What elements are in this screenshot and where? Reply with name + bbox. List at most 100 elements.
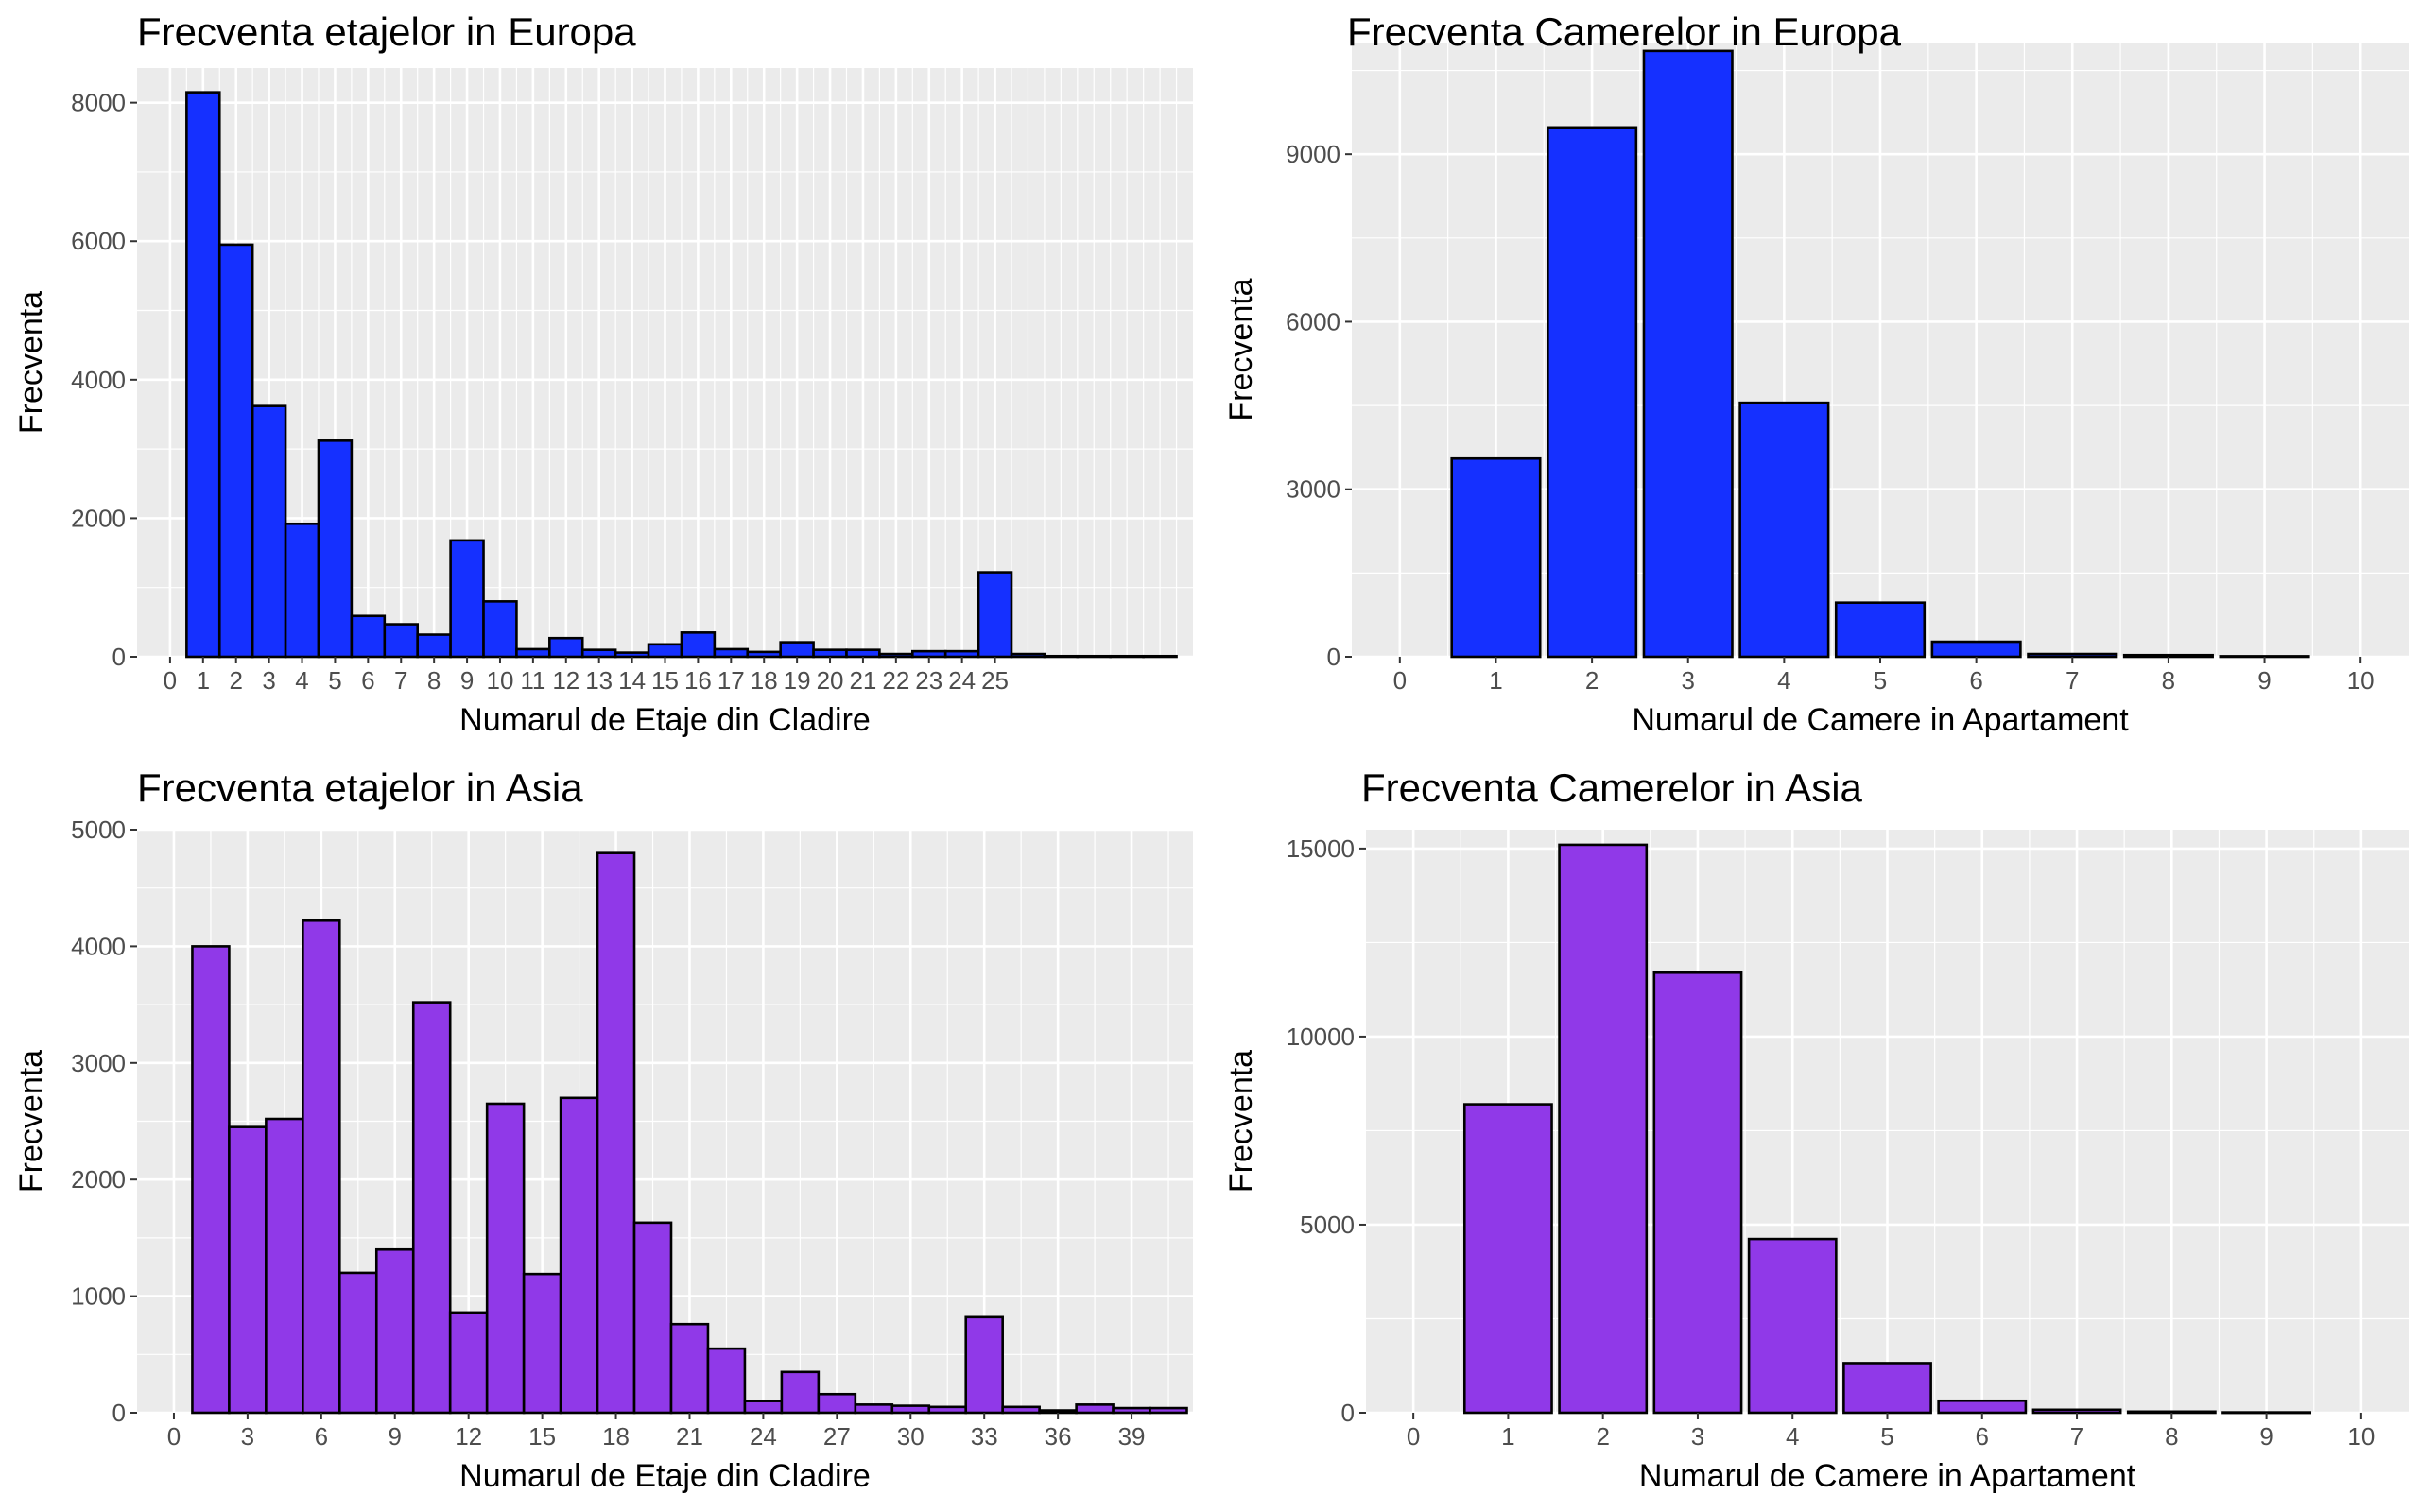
x-tick-label: 9 — [2257, 666, 2271, 695]
x-tick-label: 11 — [520, 666, 545, 695]
bar-29 — [1142, 654, 1178, 659]
bar-11 — [596, 851, 636, 1415]
y-tick-label: 6000 — [71, 227, 126, 255]
x-tick-label: 0 — [167, 1422, 181, 1451]
bar-25 — [1010, 652, 1046, 659]
chart-svg: 0 3000 6000 9000 0 1 2 3 4 5 6 7 8 9 10 Frecventa Camer… — [1223, 9, 2409, 738]
bar-17 — [817, 1392, 857, 1415]
y-axis-label: Frecventa — [1223, 1050, 1259, 1193]
x-axis-label: Numarul de Etaje din Cladire — [459, 702, 871, 738]
x-tick-label: 5 — [328, 666, 341, 695]
x-tick-label: 1 — [1501, 1422, 1514, 1451]
x-tick-label: 10 — [2347, 1422, 2375, 1451]
x-tick-label: 2 — [1585, 666, 1599, 695]
x-tick-label: 25 — [981, 666, 1009, 695]
x-tick-label: 3 — [1691, 1422, 1704, 1451]
y-tick-label: 0 — [112, 643, 126, 671]
x-tick-label: 7 — [2066, 666, 2079, 695]
bar-19 — [812, 648, 848, 659]
x-tick-label: 5 — [1880, 1422, 1893, 1451]
bar-24 — [1075, 1403, 1115, 1415]
y-axis-label: Frecventa — [13, 291, 49, 434]
x-tick-label: 8 — [427, 666, 441, 695]
x-tick-label: 36 — [1045, 1422, 1072, 1451]
bar-8 — [2219, 655, 2310, 659]
x-tick-label: 3 — [241, 1422, 254, 1451]
x-tick-label: 6 — [315, 1422, 328, 1451]
y-axis-label: Frecventa — [13, 1050, 49, 1193]
x-tick-label: 22 — [882, 666, 909, 695]
x-tick-label: 0 — [164, 666, 177, 695]
chart-svg: 0 5000 10000 15000 0 1 2 3 4 5 6 7 8 9 10 Frecventa Cam… — [1223, 765, 2409, 1494]
bar-2 — [1652, 971, 1743, 1415]
x-tick-label: 0 — [1407, 1422, 1420, 1451]
y-tick-label: 4000 — [71, 932, 126, 960]
y-tick-label: 9000 — [1286, 140, 1340, 168]
bar-8 — [449, 539, 485, 659]
bar-6 — [411, 1001, 452, 1415]
x-tick-label: 17 — [717, 666, 745, 695]
bar-7 — [2126, 1410, 2217, 1415]
y-tick-label: 1000 — [71, 1282, 126, 1311]
bar-14 — [706, 1347, 747, 1415]
bar-6 — [2031, 1408, 2122, 1415]
x-tick-label: 16 — [684, 666, 712, 695]
x-tick-label: 2 — [1596, 1422, 1609, 1451]
bar-10 — [559, 1096, 599, 1415]
y-tick-label: 15000 — [1287, 834, 1355, 863]
bar-1 — [1558, 843, 1649, 1415]
bar-22 — [1001, 1405, 1041, 1415]
bar-21 — [878, 652, 914, 659]
bar-0 — [1462, 1103, 1553, 1415]
y-tick-label: 3000 — [1286, 475, 1340, 504]
bar-7 — [416, 633, 452, 659]
bar-9 — [522, 1272, 562, 1415]
chart-europe-rooms: 0 3000 6000 9000 0 1 2 3 4 5 6 7 8 9 10 Frecventa Camer… — [1210, 0, 2420, 756]
x-tick-label: 24 — [750, 1422, 777, 1451]
y-tick-label: 0 — [1341, 1399, 1355, 1427]
y-tick-label: 3000 — [71, 1049, 126, 1077]
x-tick-label: 9 — [2259, 1422, 2273, 1451]
bar-20 — [845, 648, 881, 659]
y-tick-label: 0 — [1327, 643, 1340, 671]
x-tick-label: 39 — [1118, 1422, 1146, 1451]
x-tick-label: 33 — [971, 1422, 998, 1451]
y-axis-label: Frecventa — [1223, 278, 1259, 421]
bar-1 — [228, 1125, 268, 1415]
bar-16 — [713, 647, 750, 659]
bar-19 — [890, 1404, 931, 1415]
bar-0 — [185, 91, 221, 659]
chart-asia-floors: 0 1000 2000 3000 4000 5000 0 3 6 9 12 15 18 21 24 27 30 3… — [0, 756, 1210, 1512]
bar-5 — [1937, 1399, 2028, 1415]
bar-6 — [383, 623, 420, 659]
x-tick-label: 3 — [1681, 666, 1694, 695]
bar-9 — [482, 600, 518, 659]
x-tick-label: 3 — [262, 666, 275, 695]
bar-15 — [743, 1400, 784, 1415]
x-tick-label: 21 — [849, 666, 876, 695]
x-tick-label: 5 — [1874, 666, 1887, 695]
y-tick-label: 5000 — [1300, 1211, 1355, 1239]
bar-0 — [191, 945, 231, 1415]
bar-5 — [350, 614, 387, 659]
x-tick-label: 2 — [229, 666, 242, 695]
x-axis-label: Numarul de Camere in Apartament — [1632, 702, 2129, 738]
bar-14 — [647, 643, 683, 659]
y-tick-label: 6000 — [1286, 307, 1340, 335]
bar-2 — [251, 404, 287, 659]
x-tick-label: 24 — [948, 666, 976, 695]
bar-25 — [1112, 1406, 1151, 1415]
x-tick-label: 10 — [487, 666, 514, 695]
x-tick-label: 6 — [1969, 666, 1982, 695]
x-tick-label: 8 — [2162, 666, 2175, 695]
chart-title: Frecventa etajelor in Asia — [137, 765, 583, 810]
x-tick-label: 0 — [1393, 666, 1407, 695]
x-tick-label: 4 — [295, 666, 308, 695]
bar-13 — [614, 651, 650, 659]
bar-12 — [632, 1221, 673, 1415]
x-tick-label: 18 — [602, 1422, 630, 1451]
bar-18 — [854, 1403, 894, 1415]
bar-4 — [1834, 601, 1927, 659]
bar-27 — [1076, 654, 1113, 659]
